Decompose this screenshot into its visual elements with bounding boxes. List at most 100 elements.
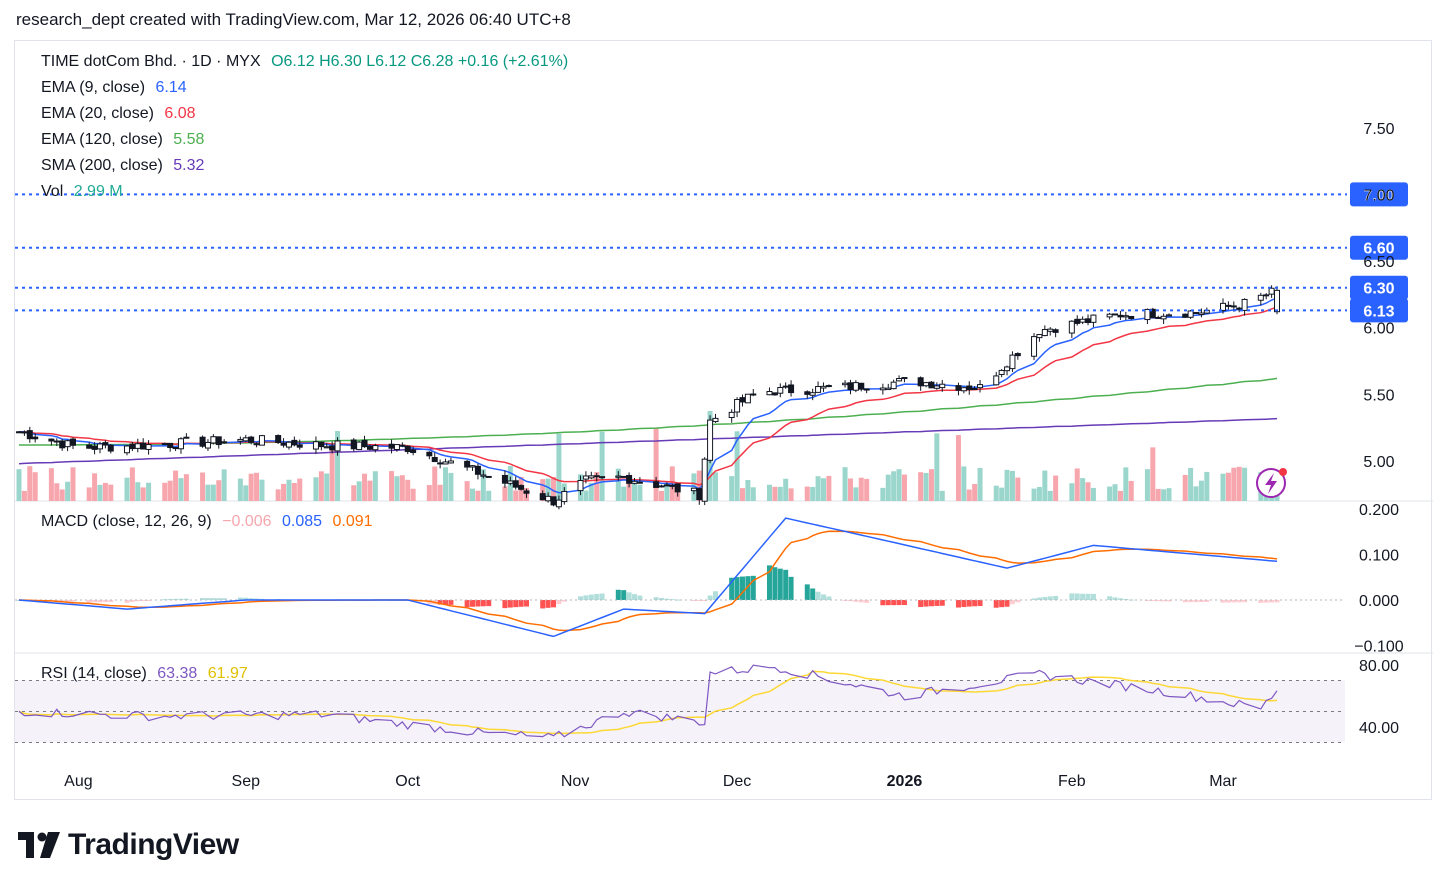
volume-bar <box>178 478 184 501</box>
candle-body <box>620 475 627 478</box>
chart-canvas[interactable]: 7.006.606.306.135.005.506.006.507.007.50… <box>15 41 1433 801</box>
time-axis-tick: 2026 <box>887 773 923 790</box>
candle-body <box>734 398 741 413</box>
volume-bar <box>1015 477 1021 501</box>
candle-body <box>1041 329 1048 337</box>
tradingview-logo[interactable]: TradingView <box>18 828 239 862</box>
candle-body <box>1166 314 1173 317</box>
volume-bar <box>92 473 98 501</box>
volume-bar <box>820 478 826 501</box>
candle-body <box>1230 305 1237 308</box>
macd-hist-bar <box>443 600 449 605</box>
candle-body <box>1225 304 1232 307</box>
macd-hist-bar <box>140 600 146 601</box>
candle-body <box>447 460 454 464</box>
candle-body <box>804 391 811 395</box>
macd-hist-bar <box>847 600 853 602</box>
volume-bar <box>1117 490 1123 501</box>
volume-bar <box>102 482 108 501</box>
rsi-line <box>18 664 1278 738</box>
ohlc-values: O6.12 H6.30 L6.12 C6.28 +0.16 (+2.61%) <box>271 53 569 70</box>
candle-body <box>253 443 260 446</box>
ema120-value: 5.58 <box>173 131 205 148</box>
volume-bar <box>880 487 886 501</box>
candle-body <box>1193 312 1200 315</box>
candle-body <box>626 474 633 484</box>
macd-axis-tick: −0.100 <box>1354 639 1403 656</box>
macd-hist-bar <box>658 597 664 600</box>
macd-hist-bar <box>1269 600 1275 603</box>
macd-hist-bar <box>1069 593 1075 600</box>
legend-ema20[interactable]: EMA (20, close) 6.08 <box>41 105 202 123</box>
candle-body <box>437 462 444 465</box>
macd-hist-bar <box>1015 600 1021 603</box>
macd-hist-bar <box>486 600 492 607</box>
macd-hist-bar <box>1274 600 1280 603</box>
macd-hist-bar <box>934 600 940 606</box>
macd-hist-bar <box>1166 600 1172 602</box>
volume-bar <box>502 486 508 501</box>
volume-bar <box>658 490 664 501</box>
level-tag-label: 6.60 <box>1363 241 1394 258</box>
volume-bar <box>632 482 638 501</box>
macd-hist-bar <box>1198 600 1204 603</box>
sma200-line <box>18 417 1278 465</box>
candle-body <box>1074 318 1081 324</box>
volume-bar <box>977 468 983 501</box>
candle-body <box>901 377 908 380</box>
candle-body <box>237 438 244 442</box>
candle-body <box>334 440 341 452</box>
level-tag-label: 6.30 <box>1363 281 1394 298</box>
volume-bar <box>318 471 324 501</box>
macd-hist-bar <box>1182 600 1188 603</box>
candle-body <box>1263 294 1270 297</box>
volume-bar <box>167 480 173 501</box>
macd-hist-bar <box>901 600 907 606</box>
price-axis-tick: 5.00 <box>1363 454 1394 471</box>
volume-bar <box>696 470 702 501</box>
price-axis-tick: 5.50 <box>1363 387 1394 404</box>
candle-body <box>372 445 379 451</box>
candle-body <box>507 480 514 484</box>
candle-body <box>1198 312 1205 316</box>
volume-bar <box>928 469 934 501</box>
volume-bar <box>70 467 76 501</box>
volume-bar <box>745 479 751 501</box>
candle-body <box>825 385 832 388</box>
candle-body <box>820 385 827 389</box>
legend-rsi[interactable]: RSI (14, close) 63.38 61.97 <box>41 665 254 683</box>
candle-body <box>960 387 967 392</box>
legend-symbol-row[interactable]: TIME dotCom Bhd. · 1D · MYX O6.12 H6.30 … <box>41 53 574 71</box>
volume-bar <box>281 483 287 501</box>
legend-ema9[interactable]: EMA (9, close) 6.14 <box>41 79 193 97</box>
macd-hist-bar <box>815 591 821 600</box>
candle-body <box>842 382 849 386</box>
macd-hist-bar <box>205 598 211 600</box>
legend-macd[interactable]: MACD (close, 12, 26, 9) −0.006 0.085 0.0… <box>41 513 379 531</box>
macd-hist-bar <box>961 600 967 608</box>
candle-body <box>933 385 940 389</box>
candle-body <box>653 481 660 488</box>
chart-header: research_dept created with TradingView.c… <box>16 10 571 29</box>
volume-bar <box>551 476 557 501</box>
volume-bar <box>939 490 945 501</box>
volume-bar <box>864 478 870 501</box>
legend-ema120[interactable]: EMA (120, close) 5.58 <box>41 131 210 149</box>
macd-hist-bar <box>248 598 254 600</box>
volume-bar <box>464 481 470 501</box>
candle-body <box>728 411 735 418</box>
tradingview-wordmark: TradingView <box>68 828 239 861</box>
candle-body <box>1047 328 1054 332</box>
macd-hist-bar <box>108 600 114 603</box>
volume-bar <box>183 474 189 501</box>
macd-hist-bar <box>1258 600 1264 603</box>
candle-body <box>204 441 211 449</box>
candle-body <box>663 484 670 487</box>
legend-sma200[interactable]: SMA (200, close) 5.32 <box>41 157 210 175</box>
legend-vol[interactable]: Vol 2.99 M <box>41 183 129 201</box>
candle-body <box>701 458 708 502</box>
volume-bar <box>437 484 443 501</box>
macd-hist-bar <box>221 598 227 600</box>
candle-body <box>53 440 60 443</box>
ema9-value: 6.14 <box>155 79 187 96</box>
